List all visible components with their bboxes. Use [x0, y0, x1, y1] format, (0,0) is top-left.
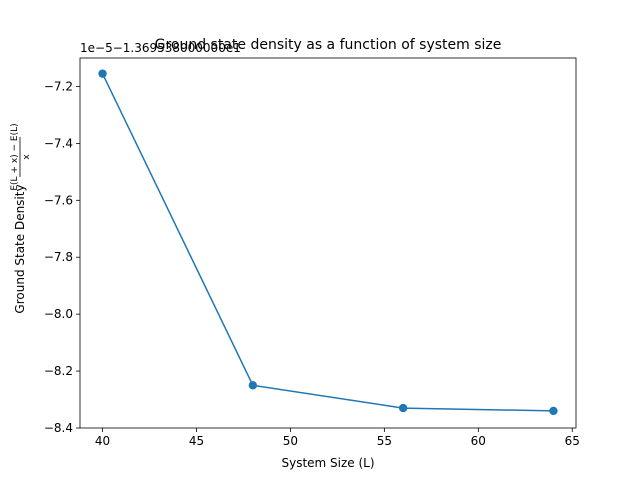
y-tick-label: −8.0	[44, 307, 73, 321]
x-tick-label: 45	[189, 434, 204, 448]
data-point	[98, 69, 107, 78]
y-axis-label-denominator: x	[22, 154, 32, 160]
y-tick-label: −7.4	[44, 136, 73, 150]
x-tick-label: 60	[471, 434, 486, 448]
x-tick-label: 55	[377, 434, 392, 448]
series-layer	[98, 69, 558, 416]
data-point	[549, 406, 558, 416]
y-tick-label: −8.2	[44, 364, 73, 378]
x-ticks: 40 45 50 55 60 65	[95, 428, 580, 448]
y-tick-label: −7.2	[44, 79, 73, 93]
plot-frame	[79, 57, 577, 429]
y-tick-label: −8.4	[44, 421, 73, 435]
chart-title: Ground state density as a function of sy…	[155, 37, 502, 53]
y-axis-label-numerator: E(L + x) − E(L)	[10, 123, 20, 190]
y-axis-label-text: Ground State Density	[13, 184, 27, 313]
x-axis-label: System Size (L)	[281, 456, 374, 470]
y-offset-text: 1e−5−1.369538000000e1	[80, 41, 241, 55]
series-line	[101, 73, 554, 412]
plot-area	[80, 58, 576, 428]
data-point	[398, 403, 408, 413]
x-tick-label: 65	[565, 434, 580, 448]
x-tick-label: 40	[95, 434, 110, 448]
y-ticks: −7.2 −7.4 −7.6 −7.8 −8.0 −8.2 −8.4	[44, 79, 80, 435]
x-tick-label: 50	[283, 434, 298, 448]
y-axis-label: Ground State Density E(L + x) − E(L) x	[10, 123, 32, 313]
data-point	[248, 381, 258, 390]
y-tick-label: −7.8	[44, 250, 73, 264]
y-tick-label: −7.6	[44, 193, 73, 207]
